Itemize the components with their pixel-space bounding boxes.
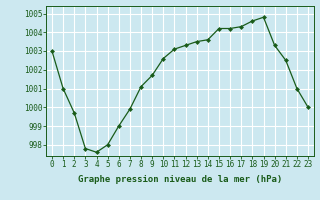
X-axis label: Graphe pression niveau de la mer (hPa): Graphe pression niveau de la mer (hPa) [78, 175, 282, 184]
